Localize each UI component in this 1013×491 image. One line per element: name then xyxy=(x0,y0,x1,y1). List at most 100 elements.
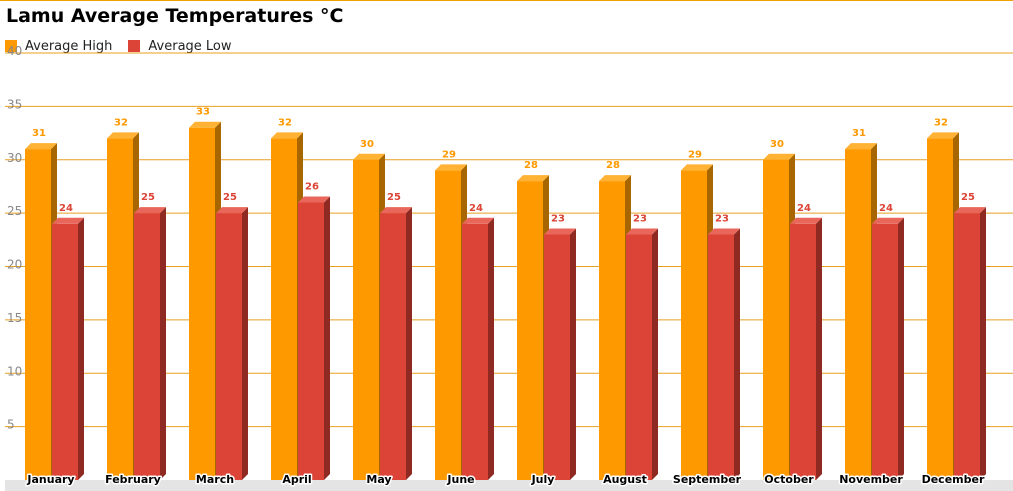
bar-low-side xyxy=(406,207,412,480)
bar-low xyxy=(626,234,652,480)
legend-swatch-low xyxy=(128,40,141,52)
y-tick-label: 25 xyxy=(7,204,22,218)
data-label-high: 29 xyxy=(688,149,702,160)
bar-high-top xyxy=(681,164,713,171)
bar-low xyxy=(790,223,816,481)
x-tick-label: August xyxy=(603,473,647,486)
y-tick-label: 30 xyxy=(7,151,22,165)
bar-low-top xyxy=(954,207,986,214)
bar-low xyxy=(380,213,406,480)
data-label-low: 24 xyxy=(469,203,483,214)
y-tick-label: 35 xyxy=(7,97,22,111)
data-label-high: 32 xyxy=(934,117,948,128)
x-tick-label: September xyxy=(673,473,742,486)
bar-high-top xyxy=(353,153,385,160)
bar-high xyxy=(599,181,625,480)
bar-low xyxy=(954,213,980,480)
bar-low xyxy=(216,213,242,480)
data-label-low: 24 xyxy=(879,203,893,214)
x-tick-label: November xyxy=(839,473,903,486)
bar-low-top xyxy=(544,228,576,235)
y-tick-label: 40 xyxy=(7,44,22,58)
legend-item-low[interactable]: Average Low xyxy=(128,38,232,54)
bar-low xyxy=(134,213,160,480)
bar-high-top xyxy=(189,121,221,128)
bar-high-top xyxy=(107,132,139,139)
bar-low-side xyxy=(570,228,576,480)
data-label-high: 33 xyxy=(196,107,210,118)
legend-label-high: Average High xyxy=(25,38,113,54)
data-label-low: 25 xyxy=(961,192,975,203)
x-tick-label: December xyxy=(922,473,985,486)
bar-high-top xyxy=(517,175,549,182)
data-label-high: 28 xyxy=(606,160,620,171)
legend-item-high[interactable]: Average High xyxy=(5,39,112,54)
bar-low-side xyxy=(242,207,248,480)
data-label-low: 24 xyxy=(59,203,73,214)
bar-low-side xyxy=(980,207,986,480)
bar-high xyxy=(25,149,51,480)
x-tick-label: May xyxy=(366,473,391,486)
bar-low-side xyxy=(160,207,166,480)
x-tick-label: October xyxy=(764,473,814,486)
bar-low-top xyxy=(52,217,84,224)
bar-low xyxy=(462,223,488,481)
data-label-low: 25 xyxy=(387,192,401,203)
bar-low-top xyxy=(216,207,248,214)
data-label-low: 23 xyxy=(551,213,565,224)
bar-low-top xyxy=(872,217,904,224)
x-tick-label: March xyxy=(196,473,234,486)
bar-low xyxy=(708,234,734,480)
bar-high-top xyxy=(271,132,303,139)
data-label-low: 25 xyxy=(223,192,237,203)
y-tick-label: 5 xyxy=(7,418,15,432)
legend-label-low: Average Low xyxy=(148,38,232,54)
chart-title: Lamu Average Temperatures °C xyxy=(6,5,344,27)
data-label-low: 24 xyxy=(797,203,811,214)
bar-high xyxy=(189,127,215,480)
data-label-low: 23 xyxy=(715,213,729,224)
data-label-high: 32 xyxy=(114,117,128,128)
y-tick-label: 20 xyxy=(7,258,22,272)
data-label-high: 32 xyxy=(278,117,292,128)
data-label-low: 25 xyxy=(141,192,155,203)
data-label-low: 23 xyxy=(633,213,647,224)
data-label-high: 29 xyxy=(442,149,456,160)
data-label-high: 30 xyxy=(360,139,374,150)
bar-low-side xyxy=(652,228,658,480)
x-tick-label: July xyxy=(531,473,555,486)
bar-low-top xyxy=(298,196,330,203)
bar-low-side xyxy=(324,196,330,480)
chart-floor xyxy=(5,480,1013,491)
bar-high xyxy=(517,181,543,480)
bar-low-side xyxy=(488,217,494,481)
x-tick-label: February xyxy=(105,473,161,486)
bar-low-side xyxy=(78,217,84,481)
bar-low-top xyxy=(380,207,412,214)
y-tick-label: 10 xyxy=(7,364,22,378)
data-label-high: 28 xyxy=(524,160,538,171)
bar-high-top xyxy=(25,143,57,150)
data-label-high: 30 xyxy=(770,139,784,150)
bar-high xyxy=(353,159,379,480)
legend-swatch-high xyxy=(5,40,17,52)
bar-high xyxy=(927,138,953,480)
bar-low-side xyxy=(816,217,822,481)
bar-low xyxy=(52,223,78,481)
bar-high-top xyxy=(845,143,877,150)
bar-high xyxy=(435,170,461,481)
bar-high-top xyxy=(599,175,631,182)
bar-low-side xyxy=(898,217,904,481)
data-label-high: 31 xyxy=(852,128,866,139)
bar-low-side xyxy=(734,228,740,480)
bar-high xyxy=(107,138,133,480)
bar-high-top xyxy=(927,132,959,139)
top-rule xyxy=(0,0,1013,1)
bar-high xyxy=(845,149,871,480)
bar-high-top xyxy=(435,164,467,171)
bar-high xyxy=(763,159,789,480)
x-tick-label: April xyxy=(282,473,311,486)
bar-high xyxy=(681,170,707,481)
bar-low-top xyxy=(626,228,658,235)
